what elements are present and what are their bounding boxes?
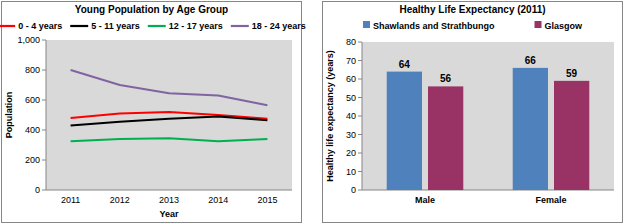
- data-labels: 64 66 56 59: [399, 55, 578, 85]
- legend-swatch: [535, 21, 542, 28]
- plot-background: [362, 42, 614, 190]
- y-tick: [358, 153, 362, 154]
- y-tick: [358, 97, 362, 98]
- y-tick: [358, 116, 362, 117]
- x-tick-label: 2012: [110, 195, 130, 205]
- x-tick-label: 2013: [159, 195, 179, 205]
- series-line: [71, 117, 268, 126]
- y-tick-label: 40: [346, 111, 356, 121]
- y-tick-label: 0: [35, 185, 40, 195]
- y-tick: [358, 60, 362, 61]
- series-line: [71, 70, 268, 105]
- x-tick-label: 2015: [257, 195, 277, 205]
- y-tick: [42, 130, 46, 131]
- legend-swatch: [0, 25, 15, 27]
- legend-label: 0 - 4 years: [18, 21, 62, 31]
- plot-background: [46, 40, 292, 190]
- data-label: 56: [440, 73, 452, 84]
- legend-swatch: [70, 25, 88, 27]
- legend: Shawlands and Strathbungo Glasgow: [363, 21, 583, 31]
- y-tick-label: 50: [346, 93, 356, 103]
- x-tick-label: Female: [535, 195, 566, 205]
- legend-label: 18 - 24 years: [252, 21, 306, 31]
- y-tick: [358, 42, 362, 43]
- x-axis-label: Year: [159, 209, 179, 219]
- marks: [387, 68, 590, 190]
- legend-swatch: [148, 25, 166, 27]
- chart-title: Healthy Life Expectancy (2011): [399, 4, 545, 15]
- bar: [428, 86, 463, 190]
- y-tick-label: 1,000: [17, 35, 40, 45]
- y-tick: [42, 190, 46, 191]
- chart-frame: [323, 2, 623, 223]
- legend-label: 12 - 17 years: [169, 21, 223, 31]
- legend: 0 - 4 years 5 - 11 years 12 - 17 years 18 -…: [0, 21, 306, 31]
- y-tick: [42, 160, 46, 161]
- legend-swatch: [363, 21, 370, 28]
- data-label: 64: [399, 59, 411, 70]
- bar: [387, 72, 422, 190]
- y-tick-label: 70: [346, 56, 356, 66]
- marks: [71, 70, 268, 141]
- legend-item: 0 - 4 years: [0, 21, 62, 31]
- y-axis-label: Healthy life expectancy (years): [325, 50, 335, 182]
- bar: [513, 68, 548, 190]
- y-tick: [42, 70, 46, 71]
- chart-1: Healthy Life Expectancy (2011) 0 10 20 30 40 5…: [323, 2, 623, 223]
- y-tick-label: 400: [25, 125, 40, 135]
- y-tick: [358, 134, 362, 135]
- legend-label: Glasgow: [545, 21, 584, 31]
- chart-title: Young Population by Age Group: [75, 4, 228, 15]
- series-line: [71, 138, 268, 141]
- legend-label: Shawlands and Strathbungo: [373, 21, 495, 31]
- y-tick-label: 10: [346, 167, 356, 177]
- x-tick-label: 2014: [208, 195, 228, 205]
- bar: [554, 81, 589, 190]
- y-tick-label: 200: [25, 155, 40, 165]
- legend-item: 18 - 24 years: [231, 21, 306, 31]
- legend-item: Shawlands and Strathbungo: [363, 21, 495, 31]
- chart-canvas: Young Population by Age Group02004006008…: [0, 0, 624, 224]
- y-tick-label: 800: [25, 65, 40, 75]
- y-axis: [46, 40, 47, 190]
- x-tick-label: 2011: [61, 195, 80, 205]
- data-label: 66: [525, 55, 537, 66]
- legend-item: 5 - 11 years: [70, 21, 140, 31]
- y-axis-label: Population: [4, 92, 14, 139]
- y-tick: [358, 79, 362, 80]
- y-tick: [358, 190, 362, 191]
- legend-swatch: [231, 25, 249, 27]
- y-tick: [42, 40, 46, 41]
- y-tick-label: 30: [346, 130, 356, 140]
- x-tick-label: Male: [415, 195, 435, 205]
- y-axis: [362, 42, 363, 190]
- x-axis: [46, 190, 292, 191]
- y-tick: [358, 171, 362, 172]
- chart-0: Young Population by Age Group 0 200 400 600 8…: [0, 2, 306, 223]
- legend-item: 12 - 17 years: [148, 21, 223, 31]
- data-label: 59: [566, 68, 578, 79]
- y-tick: [42, 100, 46, 101]
- y-tick-label: 0: [351, 185, 356, 195]
- chart-frame: [2, 2, 302, 223]
- y-tick-label: 600: [25, 95, 40, 105]
- y-tick-label: 20: [346, 148, 356, 158]
- legend-label: 5 - 11 years: [91, 21, 140, 31]
- y-tick-label: 80: [346, 37, 356, 47]
- legend-item: Glasgow: [535, 21, 584, 31]
- y-tick-label: 60: [346, 74, 356, 84]
